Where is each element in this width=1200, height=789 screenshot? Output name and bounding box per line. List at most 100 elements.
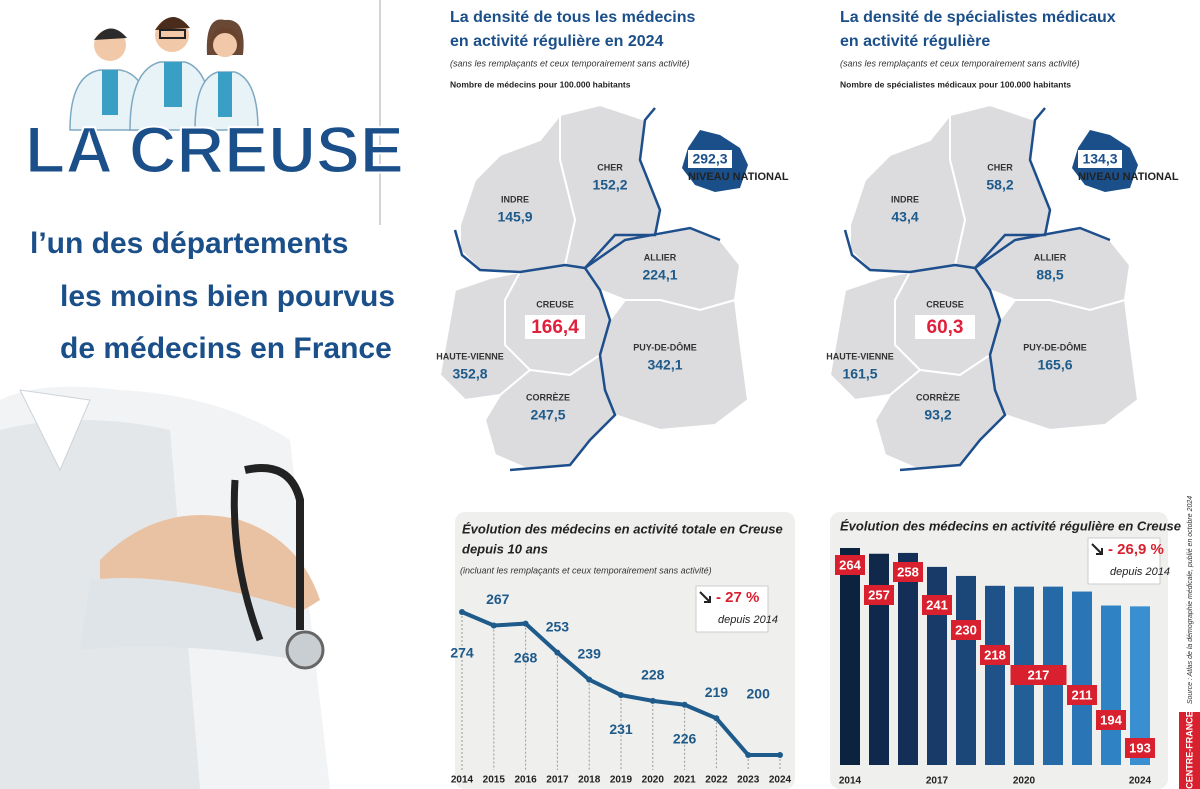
headline-sub: les moins bien pourvus — [60, 280, 395, 313]
region-border — [974, 226, 1111, 270]
logo: CENTRE-FRANCE — [1184, 711, 1194, 789]
highlight-box — [525, 315, 585, 339]
national-value: 134,3 — [1082, 151, 1117, 167]
x-tick-label: 2022 — [705, 775, 728, 786]
department-name: INDRE — [891, 194, 919, 204]
point — [618, 692, 624, 699]
doctor-photo — [0, 386, 330, 789]
value-label: 226 — [673, 730, 697, 746]
value-label: 194 — [1100, 712, 1122, 727]
department-name: CREUSE — [536, 299, 574, 309]
department-value: 43,4 — [891, 209, 918, 225]
department-name: HAUTE-VIENNE — [826, 351, 894, 361]
label-box — [864, 585, 894, 605]
maps: La densité de tous les médecins en activi… — [436, 9, 1179, 472]
value-label: 200 — [747, 686, 771, 702]
logo-box — [1179, 712, 1200, 789]
value-label: 193 — [1129, 740, 1151, 755]
annotation-since: depuis 2014 — [718, 614, 778, 626]
label-box — [922, 595, 952, 615]
department-value: 88,5 — [1036, 267, 1063, 283]
value-label: 211 — [1072, 687, 1093, 702]
chart-title: depuis 10 ans — [462, 541, 548, 556]
national-label: NIVEAU NATIONAL — [688, 171, 789, 183]
trend-arrow — [699, 591, 711, 603]
value-label: 241 — [926, 597, 948, 612]
annotation-change: - 26,9 % — [1108, 541, 1164, 558]
x-tick-label: 2015 — [483, 775, 506, 786]
bar — [1130, 606, 1150, 765]
national-box — [1078, 150, 1122, 168]
national-box — [688, 150, 732, 168]
x-tick-label: 2021 — [673, 775, 696, 786]
x-tick-label: 2024 — [769, 775, 792, 786]
x-tick-label: 2017 — [546, 775, 569, 786]
point — [777, 752, 783, 758]
department-value: 352,8 — [452, 366, 487, 382]
bar — [1072, 591, 1092, 765]
bar — [956, 575, 976, 765]
x-tick-label: 2017 — [926, 776, 949, 787]
label-box — [951, 620, 981, 640]
value-label: 274 — [450, 645, 474, 661]
region-border — [843, 107, 1052, 274]
x-tick-label: 2018 — [578, 775, 601, 786]
value-label: 257 — [868, 587, 890, 602]
x-tick-label: 2023 — [737, 775, 760, 786]
point — [649, 697, 656, 704]
point — [745, 752, 752, 758]
annotation-box — [695, 585, 769, 633]
chart-title: Évolution des médecins en activité régul… — [840, 518, 1181, 533]
point — [554, 649, 561, 656]
headline-sub: de médecins en France — [60, 332, 392, 365]
map-note: (sans les remplaçants et ceux temporaire… — [840, 58, 1080, 68]
chart-subtitle: (incluant les remplaçants et ceux tempor… — [460, 565, 712, 575]
department-value: 342,1 — [647, 357, 682, 373]
headline-sub: l’un des départements — [30, 227, 348, 260]
region-border — [899, 267, 1007, 472]
panel — [455, 512, 795, 789]
map-title: en activité régulière — [840, 33, 990, 50]
charts: Évolution des médecins en activité total… — [450, 518, 1181, 786]
department-name: CORRÈZE — [916, 392, 960, 402]
department-value: 58,2 — [986, 177, 1013, 193]
doctors-illustration — [69, 16, 259, 131]
label-box — [835, 555, 865, 575]
x-tick-label: 2019 — [610, 775, 633, 786]
label-box — [1096, 710, 1126, 730]
department-value: 166,4 — [531, 317, 579, 338]
label-box — [893, 562, 923, 582]
map-unit: Nombre de médecins pour 100.000 habitant… — [450, 79, 631, 89]
point — [713, 715, 720, 722]
department-name: ALLIER — [1034, 252, 1067, 262]
x-tick-label: 2014 — [839, 776, 862, 787]
region-border — [509, 267, 617, 472]
map-note: (sans les remplaçants et ceux temporaire… — [450, 58, 690, 68]
region-border — [453, 107, 662, 274]
annotation-box — [1087, 537, 1161, 585]
x-tick-label: 2016 — [514, 775, 537, 786]
bar — [869, 553, 889, 765]
department-name: ALLIER — [644, 252, 677, 262]
highlight-box — [915, 315, 975, 339]
region-border — [584, 226, 721, 270]
value-label: 217 — [1028, 667, 1050, 682]
value-label: 239 — [578, 645, 602, 661]
value-label: 230 — [955, 622, 977, 637]
trend-arrow — [1091, 543, 1103, 555]
department-value: 60,3 — [927, 317, 964, 338]
national-label: NIVEAU NATIONAL — [1078, 171, 1179, 183]
department-value: 165,6 — [1037, 357, 1072, 373]
annotation-change: - 27 % — [716, 589, 759, 606]
point — [522, 620, 529, 627]
value-label: 268 — [514, 649, 538, 665]
source: Source : Atlas de la démographie médical… — [1187, 496, 1194, 704]
x-tick-label: 2024 — [1129, 776, 1152, 787]
point — [681, 701, 688, 708]
point — [586, 676, 593, 683]
department-value: 145,9 — [497, 209, 532, 225]
value-label: 258 — [897, 564, 919, 579]
map: La densité de spécialistes médicaux en ac… — [826, 9, 1179, 472]
value-label: 264 — [839, 557, 861, 572]
department-name: HAUTE-VIENNE — [436, 351, 504, 361]
